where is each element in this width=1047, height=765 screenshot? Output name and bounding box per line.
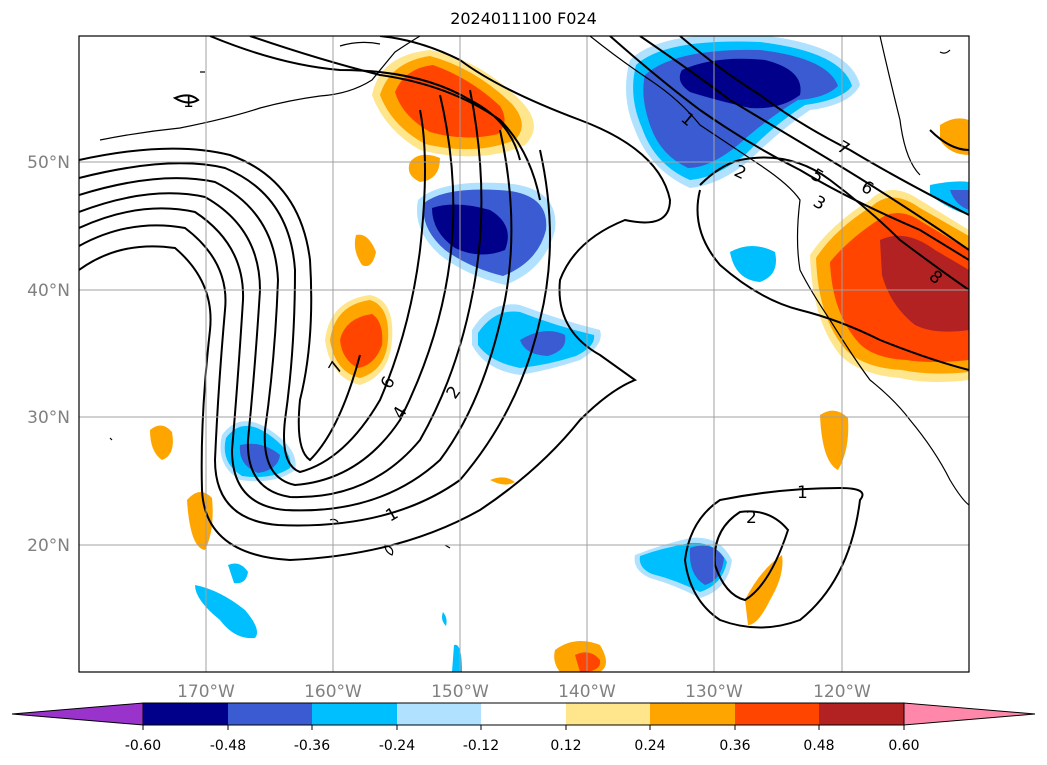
- plot-frame: [78, 35, 970, 673]
- lon-label: 140°W: [558, 682, 616, 702]
- contour-label: 6: [858, 177, 877, 200]
- colorbar-tick: 0.36: [719, 738, 750, 754]
- colorbar-bin: [735, 703, 819, 725]
- colorbar-bin: [650, 703, 735, 725]
- coastlines: [99, 36, 969, 556]
- contour-label: 2: [443, 383, 466, 403]
- colorbar-bin: [143, 703, 228, 725]
- lat-label: 50°N: [27, 153, 70, 173]
- contour-label: 1: [383, 504, 402, 527]
- lat-label: 40°N: [27, 281, 70, 301]
- lat-label: 30°N: [27, 408, 70, 428]
- lat-label: 20°N: [27, 536, 70, 556]
- colorbar-extend-low: [11, 702, 144, 726]
- colorbar-bin: [566, 703, 650, 725]
- map-title: 2024011100 F024: [450, 9, 597, 28]
- colorbar: -0.60 -0.48 -0.36 -0.24 -0.12 0.12 0.24 …: [11, 702, 1036, 754]
- contour-label: 1: [183, 92, 194, 112]
- colorbar-tick: -0.24: [379, 738, 415, 754]
- plot-area: 1 2 4 6 7 1 2 1 2 3 5 6 7 8 1: [79, 36, 969, 672]
- graticule: [79, 36, 969, 672]
- colorbar-bin: [481, 703, 566, 725]
- contour-label: 1: [797, 483, 808, 503]
- contour-label: 2: [746, 508, 757, 528]
- colorbar-bin: [819, 703, 904, 725]
- colorbar-bin: [397, 703, 481, 725]
- contour-label: 7: [834, 137, 853, 160]
- colorbar-bin: [228, 703, 312, 725]
- colorbar-tick: -0.48: [210, 738, 246, 754]
- colorbar-tick: 0.48: [803, 738, 834, 754]
- lon-label: 170°W: [177, 682, 235, 702]
- lon-label: 160°W: [304, 682, 362, 702]
- colorbar-tick: 0.12: [550, 738, 581, 754]
- contour-label: 6: [377, 373, 400, 392]
- lon-label: 130°W: [685, 682, 743, 702]
- colorbar-tick: -0.12: [463, 738, 499, 754]
- colorbar-tick: 0.24: [634, 738, 665, 754]
- colorbar-tick: -0.60: [125, 738, 161, 754]
- colorbar-tick: -0.36: [294, 738, 330, 754]
- colorbar-tick: 0.60: [888, 738, 919, 754]
- colorbar-extend-high: [903, 702, 1036, 726]
- lon-label: 120°W: [813, 682, 871, 702]
- contour-label: 3: [810, 192, 829, 215]
- colorbar-bin: [312, 703, 397, 725]
- lon-label: 150°W: [431, 682, 489, 702]
- contour-label: 4: [389, 403, 412, 422]
